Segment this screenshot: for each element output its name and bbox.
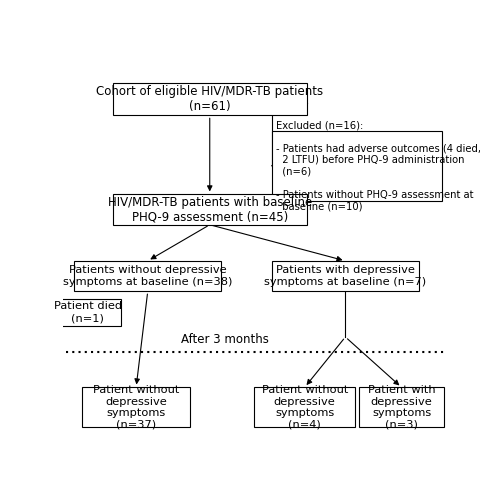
FancyBboxPatch shape <box>272 130 442 201</box>
Text: After 3 months: After 3 months <box>182 333 269 346</box>
Text: Patient without
depressive
symptoms
(n=4): Patient without depressive symptoms (n=4… <box>262 385 348 430</box>
FancyBboxPatch shape <box>113 194 306 225</box>
Text: HIV/MDR-TB patients with baseline
PHQ-9 assessment (n=45): HIV/MDR-TB patients with baseline PHQ-9 … <box>108 196 312 223</box>
FancyBboxPatch shape <box>113 83 306 116</box>
FancyBboxPatch shape <box>55 298 120 326</box>
Text: Cohort of eligible HIV/MDR-TB patients
(n=61): Cohort of eligible HIV/MDR-TB patients (… <box>96 85 324 113</box>
FancyBboxPatch shape <box>359 387 444 427</box>
Text: Patients with depressive
symptoms at baseline (n=7): Patients with depressive symptoms at bas… <box>264 265 426 287</box>
FancyBboxPatch shape <box>272 261 419 291</box>
FancyBboxPatch shape <box>74 261 222 291</box>
Text: Patients without depressive
symptoms at baseline (n=38): Patients without depressive symptoms at … <box>63 265 232 287</box>
Text: Patient died
(n=1): Patient died (n=1) <box>54 301 122 323</box>
Text: Patient with
depressive
symptoms
(n=3): Patient with depressive symptoms (n=3) <box>368 385 436 430</box>
Text: Patient without
depressive
symptoms
(n=37): Patient without depressive symptoms (n=3… <box>93 385 180 430</box>
FancyBboxPatch shape <box>82 387 190 427</box>
Text: Excluded (n=16):

- Patients had adverse outcomes (4 died,
  2 LTFU) before PHQ-: Excluded (n=16): - Patients had adverse … <box>276 120 482 211</box>
FancyBboxPatch shape <box>254 387 355 427</box>
